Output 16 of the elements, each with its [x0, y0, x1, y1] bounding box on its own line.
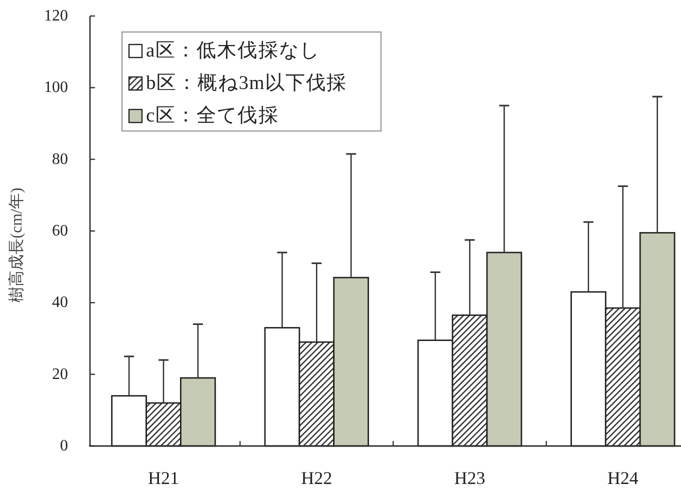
y-tick-label: 120: [44, 8, 68, 24]
legend: a区：低木伐採なし b区：概ね3m以下伐採 c区：全て伐採: [121, 31, 382, 132]
y-tick-label: 60: [52, 222, 68, 240]
x-tick-label: H21: [148, 468, 179, 488]
y-tick-label: 100: [44, 79, 68, 96]
x-tick-label: H23: [454, 468, 486, 488]
legend-label: b区：概ね3m以下伐採: [146, 72, 348, 94]
y-tick-label: 80: [52, 150, 68, 168]
x-tick-label: H22: [301, 468, 332, 488]
legend-label: a区：低木伐採なし: [146, 40, 320, 62]
legend-label: c区：全て伐採: [146, 104, 279, 126]
y-tick-label: 20: [52, 366, 68, 383]
y-axis-title: 樹高成長(cm/年): [8, 188, 26, 302]
y-tick-label: 0: [60, 438, 68, 454]
x-tick-label: H24: [607, 468, 638, 488]
y-tick-label: 40: [52, 294, 68, 312]
